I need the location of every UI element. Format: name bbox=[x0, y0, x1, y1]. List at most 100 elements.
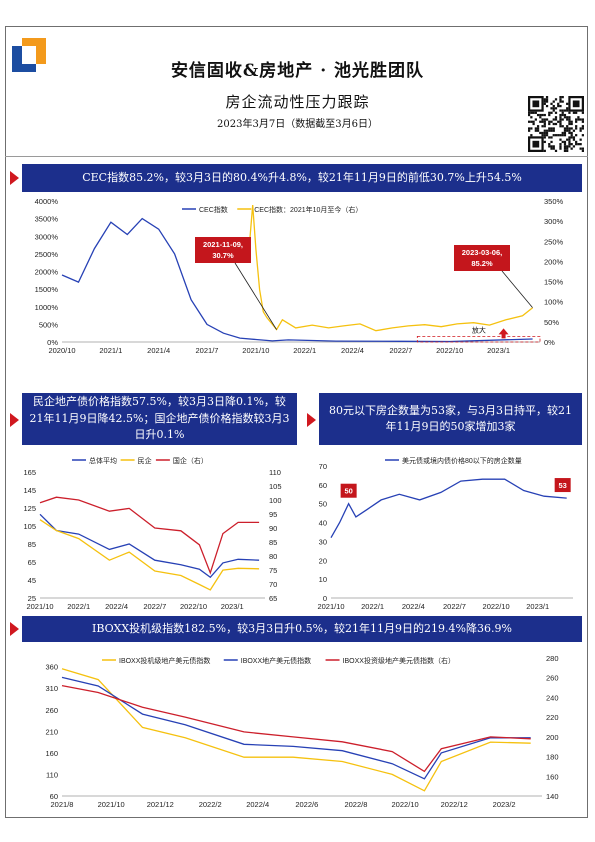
qr-module bbox=[570, 120, 573, 123]
qr-module bbox=[559, 118, 562, 121]
qr-finder bbox=[568, 96, 584, 112]
series-line bbox=[61, 668, 531, 792]
qr-module bbox=[559, 100, 562, 103]
x-tick-label: 2021/7 bbox=[196, 346, 219, 355]
qr-module bbox=[543, 131, 546, 135]
qr-module bbox=[559, 116, 562, 119]
y-tick-label: 125 bbox=[23, 504, 36, 513]
qr-module bbox=[577, 118, 580, 121]
qr-module bbox=[568, 136, 571, 139]
qr-module bbox=[559, 98, 562, 101]
qr-module bbox=[566, 147, 569, 150]
x-tick-label: 2021/10 bbox=[98, 800, 125, 809]
qr-module bbox=[528, 127, 531, 130]
y-tick-label: 1000% bbox=[35, 303, 59, 312]
qr-module bbox=[528, 113, 531, 117]
qr-module bbox=[557, 104, 560, 108]
y2-tick-label: 95 bbox=[269, 510, 277, 519]
qr-module bbox=[563, 129, 567, 132]
y2-tick-label: 80 bbox=[269, 552, 277, 561]
x-tick-label: 2022/4 bbox=[402, 602, 425, 611]
x-tick-label: 2021/1 bbox=[99, 346, 122, 355]
qr-module bbox=[566, 109, 569, 112]
x-tick-label: 2023/1 bbox=[526, 602, 549, 611]
qr-module bbox=[534, 118, 537, 121]
qr-module bbox=[532, 122, 535, 126]
qr-module bbox=[552, 122, 555, 126]
qr-module bbox=[581, 120, 584, 123]
qr-module bbox=[554, 134, 558, 137]
qr-module bbox=[566, 138, 569, 141]
y2-tick-label: 50% bbox=[544, 318, 559, 327]
qr-module bbox=[561, 100, 564, 103]
qr-module bbox=[543, 125, 546, 128]
y-tick-label: 0% bbox=[47, 338, 58, 347]
x-tick-label: 2021/12 bbox=[147, 800, 174, 809]
y-tick-label: 3000% bbox=[35, 232, 59, 241]
qr-module bbox=[581, 147, 584, 150]
report-title: 安信固收&房地产 · 池光胜团队 bbox=[170, 61, 425, 81]
qr-module bbox=[561, 140, 564, 144]
qr-module bbox=[563, 127, 567, 130]
qr-module bbox=[550, 127, 553, 130]
qr-module bbox=[557, 134, 560, 137]
y-tick-label: 60 bbox=[319, 481, 327, 490]
qr-module bbox=[552, 107, 555, 110]
y2-tick-label: 70 bbox=[269, 580, 277, 589]
qr-module bbox=[566, 145, 569, 148]
qr-module bbox=[568, 138, 571, 141]
x-tick-label: 2022/1 bbox=[361, 602, 384, 611]
y-tick-label: 45 bbox=[28, 576, 36, 585]
y-tick-label: 2500% bbox=[35, 250, 59, 259]
qr-module bbox=[550, 140, 553, 144]
qr-module bbox=[566, 125, 569, 128]
qr-module bbox=[568, 116, 571, 119]
qr-module bbox=[545, 134, 549, 137]
y-tick-label: 110 bbox=[46, 770, 58, 779]
qr-module bbox=[570, 127, 573, 130]
qr-module bbox=[536, 129, 540, 132]
x-tick-label: 2022/6 bbox=[295, 800, 318, 809]
qr-module bbox=[545, 131, 549, 135]
qr-module bbox=[568, 120, 571, 123]
qr-module bbox=[545, 118, 549, 121]
qr-module bbox=[532, 120, 535, 123]
y2-tick-label: 200% bbox=[544, 257, 564, 266]
y-tick-label: 10 bbox=[319, 575, 327, 584]
qr-module bbox=[550, 102, 553, 105]
private-bond-chart: 25 45 65 85 105 125 145 165 65 70 75 80 85 90 95 100 105… bbox=[23, 456, 281, 611]
qr-module bbox=[566, 102, 569, 105]
header-divider bbox=[5, 156, 588, 157]
qr-module bbox=[568, 127, 571, 130]
annotation-label: 30.7% bbox=[212, 251, 234, 260]
qr-module bbox=[570, 122, 573, 126]
qr-module bbox=[570, 143, 573, 146]
qr-module bbox=[550, 145, 553, 148]
y2-tick-label: 0% bbox=[544, 338, 555, 347]
qr-module bbox=[561, 113, 564, 117]
zoom-box bbox=[416, 335, 541, 343]
y-tick-label: 160 bbox=[45, 749, 58, 758]
qr-module bbox=[534, 129, 537, 132]
legend-label: 总体平均 bbox=[89, 456, 117, 465]
qr-module bbox=[563, 131, 567, 135]
y2-tick-label: 350% bbox=[544, 197, 564, 206]
qr-module bbox=[568, 118, 571, 121]
qr-module bbox=[559, 143, 562, 146]
qr-module bbox=[575, 120, 578, 123]
qr-module bbox=[552, 129, 555, 132]
qr-module bbox=[543, 113, 546, 117]
qr-module bbox=[572, 129, 576, 132]
qr-module bbox=[559, 122, 562, 126]
annotation-label: 85.2% bbox=[471, 259, 493, 268]
qr-module bbox=[550, 147, 553, 150]
y2-tick-label: 75 bbox=[269, 566, 277, 575]
series-line bbox=[39, 519, 260, 591]
qr-module bbox=[543, 100, 546, 103]
x-tick-label: 2021/4 bbox=[147, 346, 170, 355]
qr-module bbox=[561, 134, 564, 137]
report-date: 2023年3月7日（数据截至3月6日） bbox=[217, 119, 378, 130]
qr-module bbox=[563, 140, 567, 144]
annotation-box bbox=[340, 483, 357, 498]
qr-module bbox=[545, 98, 549, 101]
